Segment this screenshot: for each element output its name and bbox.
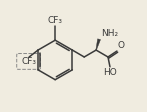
Text: CF₃: CF₃ — [48, 16, 63, 25]
Text: O: O — [118, 41, 125, 50]
Text: NH₂: NH₂ — [101, 29, 118, 38]
Text: CF₃: CF₃ — [22, 57, 37, 66]
Text: HO: HO — [103, 68, 117, 77]
Polygon shape — [96, 39, 101, 50]
